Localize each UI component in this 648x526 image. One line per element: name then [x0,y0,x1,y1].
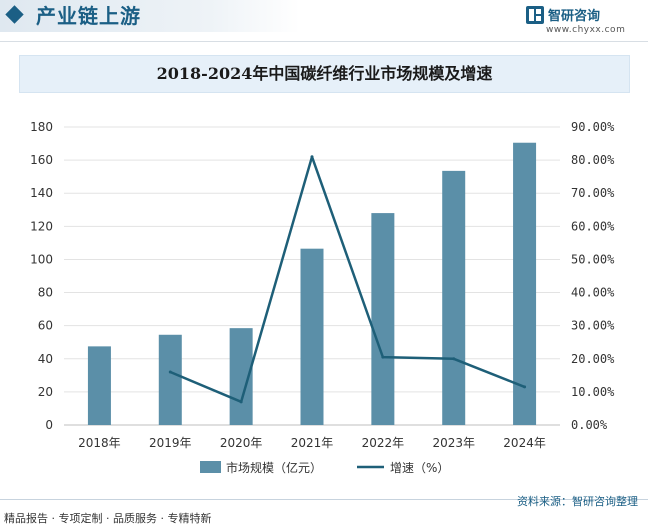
legend-label-bar: 市场规模（亿元） [226,460,322,475]
bar [158,334,182,425]
bar [513,142,537,425]
bar [442,170,466,425]
x-tick-label: 2021年 [291,436,334,450]
y-left-tick-label: 20 [38,385,53,399]
services-tagline: 精品报告 · 专项定制 · 品质服务 · 专精特新 [4,512,212,525]
growth-point [310,155,314,159]
y-right-tick-label: 70.00% [571,186,615,200]
footer-divider [0,499,648,500]
brand-url: www.chyxx.com [546,25,626,35]
growth-point [381,355,385,359]
x-tick-label: 2023年 [432,436,475,450]
x-tick-label: 2018年 [78,436,121,450]
y-right-tick-label: 80.00% [571,153,615,167]
legend-label-line: 增速（%） [390,461,449,475]
y-left-tick-label: 120 [30,219,53,233]
header-divider [0,41,648,42]
x-tick-label: 2022年 [362,436,405,450]
growth-point [168,370,172,374]
header: 产业链上游 智研咨询 www.chyxx.com [0,0,648,42]
y-left-tick-label: 60 [38,319,53,333]
bar [87,346,111,425]
x-tick-label: 2024年 [503,436,546,450]
brand-logo-icon [526,6,544,24]
chart-title-box: 2018-2024年中国碳纤维行业市场规模及增速 [19,55,630,93]
y-right-tick-label: 0.00% [571,418,608,432]
y-right-tick-label: 60.00% [571,219,615,233]
growth-line [169,155,526,404]
growth-point [523,385,527,389]
growth-point [239,400,243,404]
chart-title: 2018-2024年中国碳纤维行业市场规模及增速 [156,64,493,83]
header-banner [0,0,300,32]
section-title: 产业链上游 [36,4,141,28]
y-right-tick-label: 90.00% [571,120,615,134]
x-tick-label: 2020年 [220,436,263,450]
bar [371,213,395,425]
y-left-tick-label: 40 [38,352,53,366]
bar [229,328,253,425]
y-left-tick-label: 140 [30,186,53,200]
x-tick-label: 2019年 [149,436,192,450]
bar [300,248,324,425]
y-left-tick-label: 180 [30,120,53,134]
y-right-tick-label: 50.00% [571,252,615,266]
y-left-tick-label: 160 [30,153,53,167]
brand: 智研咨询 www.chyxx.com [492,4,642,38]
growth-point [452,357,456,361]
legend-swatch-bar [200,461,221,473]
y-left-tick-label: 80 [38,286,53,300]
y-right-tick-label: 20.00% [571,352,615,366]
y-left-tick-label: 0 [45,418,53,432]
y-right-tick-label: 40.00% [571,286,615,300]
y-right-tick-label: 10.00% [571,385,615,399]
y-left-tick-label: 100 [30,252,53,266]
source-note: 资料来源：智研咨询整理 [517,495,638,508]
brand-name: 智研咨询 [548,9,601,24]
y-right-tick-label: 30.00% [571,319,615,333]
